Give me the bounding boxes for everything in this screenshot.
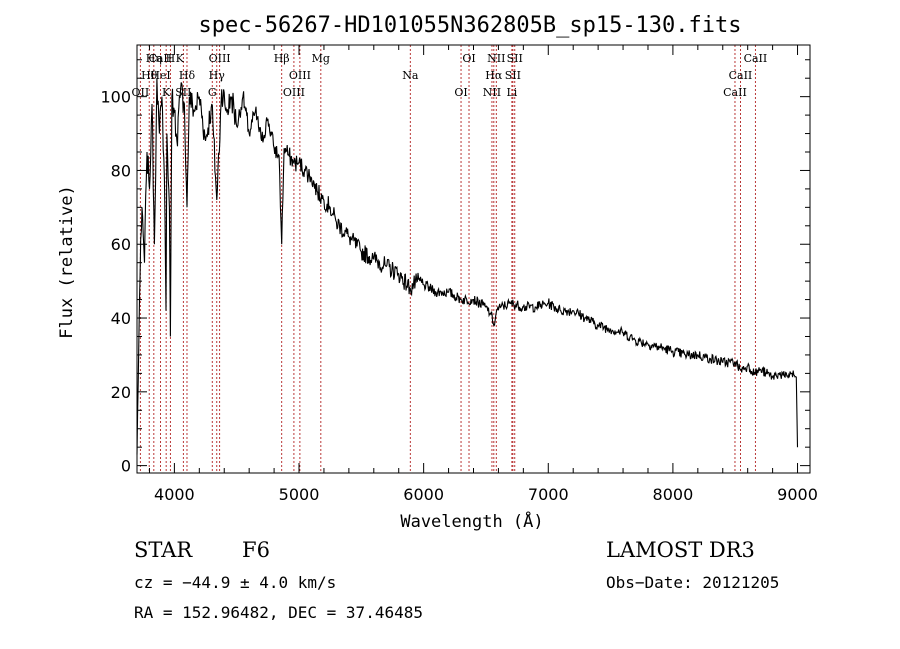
spectral-line-label: H	[166, 52, 176, 65]
x-axis-ticks: 4000 5000 6000 7000 8000 9000	[148, 45, 818, 504]
object-class: STAR	[134, 538, 193, 562]
y-axis-ticks: 0 20 40 60 80 100	[100, 59, 810, 476]
spectral-line-label: CaII	[744, 52, 768, 65]
y-tick-label: 0	[121, 457, 131, 476]
coordinates: RA = 152.96482, DEC = 37.46485	[134, 603, 423, 622]
spectral-line-label: NII	[487, 52, 505, 65]
spectral-line-label: CaII K	[148, 52, 184, 65]
y-tick-label: 40	[111, 309, 131, 328]
spectrum-line	[136, 78, 799, 455]
y-axis-label: Flux (relative)	[57, 185, 77, 339]
x-tick-label: 4000	[154, 485, 195, 504]
spectral-line-label: HeI	[150, 69, 170, 82]
y-tick-label: 60	[111, 235, 131, 254]
spectral-line-label: OII	[132, 86, 150, 99]
x-tick-label: 5000	[279, 485, 320, 504]
spectral-line-label: OI	[454, 86, 467, 99]
y-tick-label: 100	[100, 88, 131, 107]
obs-date: Obs−Date: 20121205	[606, 573, 780, 592]
spectral-line-label: CaII	[729, 69, 753, 82]
spectral-line-markers	[139, 45, 756, 473]
x-tick-label: 6000	[403, 485, 444, 504]
spectral-line-label: Li	[506, 86, 517, 99]
x-tick-label: 7000	[528, 485, 569, 504]
spectral-line-label: OIII	[289, 69, 311, 82]
x-axis-label: Wavelength (Å)	[400, 510, 543, 532]
object-subclass: F6	[242, 538, 270, 562]
velocity-readout: cz = −44.9 ± 4.0 km/s	[134, 573, 337, 592]
spectral-line-label: Hα	[485, 69, 503, 82]
spectral-line-label: Hγ	[209, 69, 226, 82]
chart-title: spec-56267-HD101055N362805B_sp15-130.fit…	[198, 13, 741, 38]
plot-frame	[136, 44, 811, 474]
survey-label: LAMOST DR3	[606, 538, 755, 562]
spectral-line-label: OIII	[209, 52, 231, 65]
spectral-line-label: NII	[483, 86, 501, 99]
spectral-line-label: K	[162, 86, 171, 99]
spectral-line-label: CaII	[723, 86, 747, 99]
y-tick-label: 20	[111, 383, 131, 402]
spectral-line-labels: CaII K Hθ OII Hη HeI K HHδ SII OIII Hγ G Hβ OIII OIII…	[132, 52, 768, 99]
spectral-line-label: OIII	[283, 86, 305, 99]
spectral-line-label: OI	[462, 52, 475, 65]
spectral-line-label: SII	[507, 52, 523, 65]
spectral-line-label: SII	[505, 69, 521, 82]
spectral-line-label: Hθ	[141, 69, 158, 82]
spectral-line-label: Hδ	[179, 69, 196, 82]
spectral-line-label: G	[208, 86, 217, 99]
x-tick-label: 9000	[777, 485, 818, 504]
spectral-line-label: Hη	[146, 52, 162, 65]
spectral-line-label: Mg	[312, 52, 330, 65]
spectral-line-label: Na	[402, 69, 419, 82]
y-tick-label: 80	[111, 161, 131, 180]
x-tick-label: 8000	[653, 485, 694, 504]
spectral-line-label: Hβ	[274, 52, 290, 65]
